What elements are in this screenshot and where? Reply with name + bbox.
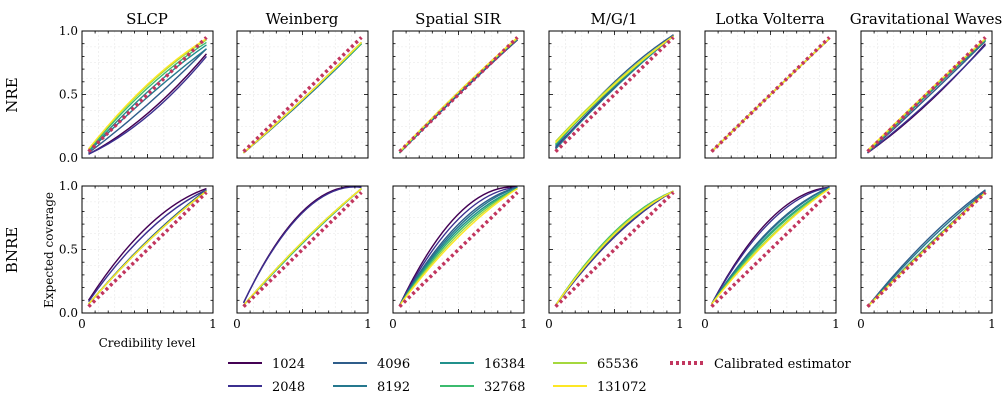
curve-131072: [243, 187, 362, 306]
curve-2048: [867, 44, 986, 154]
legend-label-4096: 4096: [377, 357, 410, 372]
panel-nre-slcp: 0.0 0.5 1.0: [59, 24, 214, 165]
curve-131072: [711, 187, 830, 305]
curve-2048: [710, 186, 830, 305]
y-tick-label: 0.5: [59, 243, 78, 257]
y-tick-label: 1.0: [59, 24, 78, 38]
x-tick-label: 1: [209, 317, 217, 331]
row-label-nre: NRE: [3, 77, 21, 112]
legend-label-2048: 2048: [272, 380, 305, 395]
legend-label-16384: 16384: [484, 357, 525, 372]
column-title-spatial-sir: Spatial SIR: [415, 10, 501, 28]
y-tick-label: 0.0: [59, 151, 78, 165]
curve-8192: [867, 190, 986, 308]
curve-131072: [555, 35, 674, 144]
x-tick-label: 0: [389, 317, 397, 331]
legend-label-1024: 1024: [272, 357, 305, 372]
x-tick-label: 0: [78, 317, 86, 331]
panel-bnre-slcp: 0.0 0.5 1.0 0 1: [59, 179, 217, 331]
curve-2048: [242, 186, 362, 304]
panel-nre-weinberg: [236, 30, 369, 159]
curve-131072: [88, 190, 207, 305]
curve-4096: [867, 40, 986, 154]
legend-label-65536: 65536: [597, 357, 638, 372]
curve-2048: [398, 186, 518, 306]
x-tick-label: 0: [545, 317, 553, 331]
column-title-slcp: SLCP: [126, 10, 168, 28]
curve-131072: [554, 190, 674, 306]
x-tick-label: 0: [233, 317, 241, 331]
panel-nre-spatial-sir: [392, 30, 525, 159]
legend-label-8192: 8192: [377, 380, 410, 395]
curve-131072: [88, 38, 207, 150]
curve-4096: [88, 48, 207, 154]
column-title-mg1: M/G/1: [591, 10, 638, 28]
y-axis-label: Expected coverage: [42, 192, 56, 308]
curve-2048: [88, 55, 207, 155]
panel-nre-gravitational-waves: [860, 30, 993, 159]
x-tick-label: 1: [520, 317, 528, 331]
x-tick-label: 0: [857, 317, 865, 331]
curve-1024: [398, 186, 518, 306]
legend-label-131072: 131072: [597, 380, 647, 395]
row-label-bnre: BNRE: [3, 227, 21, 273]
column-title-gravitational-waves: Gravitational Waves: [850, 10, 1002, 28]
curve-2048: [87, 189, 207, 302]
curve-131072: [398, 187, 518, 306]
curve-1024: [87, 187, 207, 301]
y-tick-label: 0.0: [59, 306, 78, 320]
curve-131072: [243, 41, 362, 154]
panel-nre-m-g-1: [548, 30, 681, 159]
column-title-weinberg: Weinberg: [266, 10, 339, 28]
x-tick-label: 1: [832, 317, 840, 331]
panel-grid: 0.00.51.00.00.51.00 1 0 1 0 1 0 1 0 1 0 1: [59, 24, 996, 331]
column-title-lotka-volterra: Lotka Volterra: [715, 10, 824, 28]
x-axis-label: Credibility level: [99, 336, 196, 350]
curve-1024: [88, 53, 207, 155]
x-tick-label: 1: [364, 317, 372, 331]
legend: 1024 2048 4096 8192 16384 32768 65536 13…: [228, 357, 852, 395]
y-tick-label: 1.0: [59, 179, 78, 193]
x-tick-label: 1: [676, 317, 684, 331]
legend-label-calibrated: Calibrated estimator: [714, 357, 852, 372]
x-tick-label: 1: [988, 317, 996, 331]
y-tick-label: 0.5: [59, 88, 78, 102]
x-tick-label: 0: [701, 317, 709, 331]
panel-nre-lotka-volterra: [704, 30, 837, 159]
legend-label-32768: 32768: [484, 380, 525, 395]
